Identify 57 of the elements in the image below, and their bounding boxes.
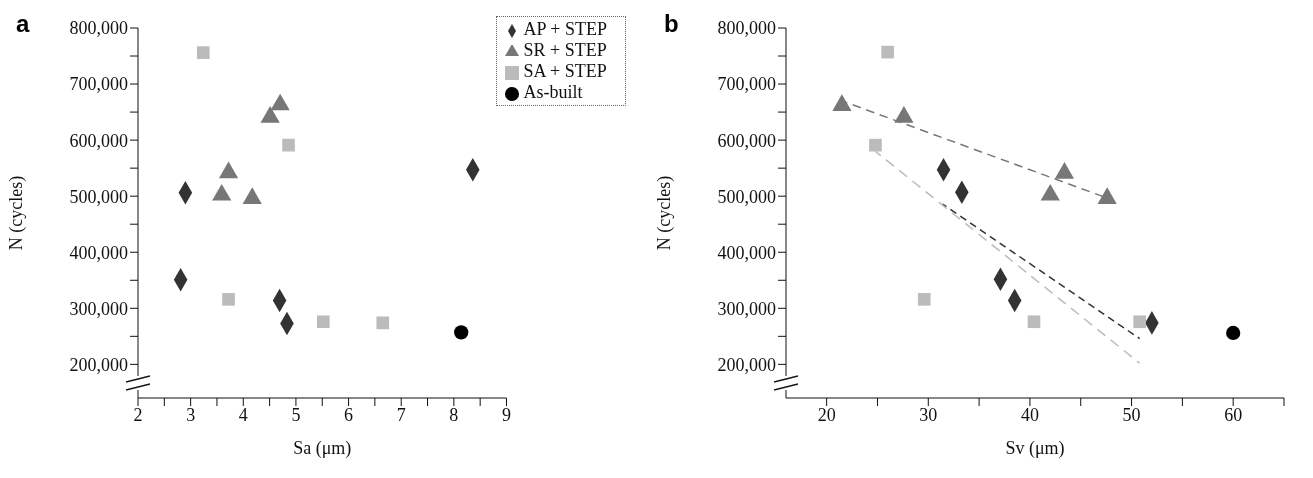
point	[212, 183, 232, 201]
y-tick-label: 500,000	[717, 186, 776, 207]
y-tick-label: 800,000	[69, 18, 128, 39]
x-tick-label: 20	[817, 404, 836, 425]
legend-label: SR + STEP	[523, 40, 607, 60]
y-tick-label: 300,000	[717, 298, 776, 319]
y-tick-label: 600,000	[69, 130, 128, 151]
point	[1054, 162, 1075, 179]
legend-label: AP + STEP	[523, 19, 607, 39]
y-axis-title: N (cycles)	[6, 175, 28, 251]
y-tick-label: 700,000	[69, 74, 128, 95]
x-tick-label: 50	[1122, 404, 1141, 425]
x-tick-label: 4	[238, 404, 248, 425]
point	[1133, 315, 1147, 329]
point	[1040, 183, 1060, 201]
point	[1226, 325, 1241, 341]
y-tick-label: 200,000	[69, 354, 128, 375]
y-tick-label: 400,000	[69, 242, 128, 263]
point	[218, 161, 239, 179]
point	[917, 293, 931, 306]
y-tick-label: 800,000	[717, 18, 776, 39]
point	[1097, 187, 1117, 204]
y-tick-label: 700,000	[717, 74, 776, 95]
point	[454, 325, 469, 340]
y-tick-label: 300,000	[69, 298, 128, 319]
point	[1027, 315, 1041, 329]
x-tick-label: 40	[1020, 404, 1039, 425]
x-axis-title: Sv (μm)	[1005, 438, 1065, 459]
point	[260, 106, 280, 123]
chart-title: a	[16, 10, 30, 38]
legend-label: SA + STEP	[523, 61, 607, 81]
x-tick-label: 30	[919, 404, 938, 425]
y-tick-label: 600,000	[717, 130, 776, 151]
point	[376, 316, 390, 330]
point	[894, 106, 914, 123]
y-tick-label: 500,000	[69, 186, 128, 207]
point	[316, 315, 330, 329]
point	[282, 138, 295, 152]
chart-title: b	[664, 10, 679, 38]
legend-label: As-built	[523, 82, 583, 102]
x-tick-label: 60	[1224, 404, 1243, 425]
point	[869, 138, 882, 152]
point	[270, 93, 290, 111]
x-tick-label: 2	[133, 404, 143, 425]
point	[832, 94, 852, 111]
y-tick-label: 200,000	[717, 354, 776, 375]
x-tick-label: 8	[449, 404, 459, 425]
y-axis-title: N (cycles)	[654, 175, 676, 251]
point	[242, 187, 262, 204]
x-tick-label: 6	[344, 404, 354, 425]
x-tick-label: 3	[186, 404, 196, 425]
x-tick-label: 5	[291, 404, 301, 425]
x-tick-label: 9	[501, 404, 511, 425]
x-tick-label: 7	[396, 404, 406, 425]
y-tick-label: 400,000	[717, 242, 776, 263]
x-axis-title: Sa (μm)	[293, 438, 352, 459]
point	[222, 293, 235, 306]
